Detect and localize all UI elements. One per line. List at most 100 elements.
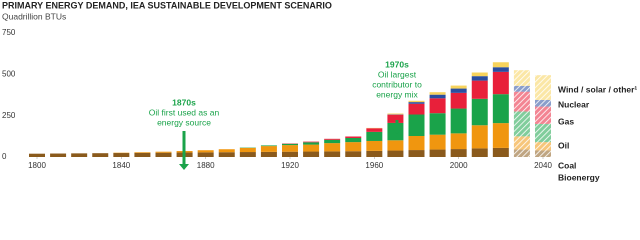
bar-segment [134,152,151,157]
bar-segment [429,113,446,135]
bar-segment [408,136,425,151]
bar-segment [429,134,446,150]
bar-segment [450,88,467,93]
bar-segment [535,142,551,151]
bar-segment [345,137,362,143]
annotation-text: 1970s [385,59,409,69]
bar-segment [471,125,488,149]
bar-segment [535,99,551,107]
legend-label: Bioenergy [558,172,600,182]
bar-segment [366,131,383,141]
annotation-text: Oil first used as an [149,107,220,117]
annotation-text: contributor to [372,79,422,89]
bar-segment [197,150,214,153]
bar-segment [471,80,488,99]
bar-segment [50,153,67,157]
legend-label: Coal [558,160,576,170]
legend-label: Gas [558,116,574,126]
bar-segment [155,152,172,157]
bar-segment [29,153,45,157]
bar-segment [197,152,214,157]
bar-segment [408,100,425,103]
bar-segment [513,70,530,86]
bar-segment [492,123,509,148]
bar-segment [303,151,320,157]
bar-segment [303,141,320,143]
bar-segment [492,67,509,72]
bar-segment [492,147,509,157]
y-tick-label: 250 [2,111,16,120]
bar-segment [324,138,341,140]
annotation-text: 1870s [172,97,196,107]
bar-segment [450,133,467,150]
bar-segment [450,92,467,109]
bar-segment [471,76,488,81]
bar-segment [387,113,404,115]
bar-segment [429,92,446,95]
annotation-text: energy source [157,117,211,127]
bar-segment [366,128,383,132]
x-tick-label: 1800 [28,161,46,170]
bar-segment [471,148,488,157]
bar-segment [113,153,130,157]
annotation-arrowhead [392,128,402,134]
bar-segment [260,146,277,152]
bar-segment [492,94,509,124]
bar-segment [239,152,256,157]
legend-label: Wind / solar / other¹ [558,84,637,94]
bar-segment [513,111,530,137]
y-tick-label: 0 [2,152,7,161]
x-tick-label: 2000 [450,161,468,170]
annotation-text: Oil largest [378,69,417,79]
bar-segment [408,150,425,157]
bar-segment [303,144,320,152]
x-tick-label: 1840 [112,161,130,170]
bar-segment [366,150,383,157]
y-tick-label: 750 [2,28,16,37]
bar-segment [450,108,467,134]
bar-segment [260,145,277,147]
annotation-text: energy mix [376,89,418,99]
x-tick-label: 1960 [365,161,383,170]
bar-segment [387,150,404,157]
bar-segment [513,149,530,157]
bar-segment [324,143,341,152]
x-tick-label: 1880 [197,161,215,170]
chart-subtitle: Quadrillion BTUs [2,11,66,21]
bar-segment [535,150,551,157]
bar-segment [366,140,383,151]
bar-segment [387,140,404,151]
bar-segment [513,136,530,150]
chart-title: PRIMARY ENERGY DEMAND, IEA SUSTAINABLE D… [2,0,332,10]
bar-segment [218,152,235,157]
x-tick-label: 2040 [534,161,552,170]
bar-segment [492,62,509,68]
bar-segment [324,151,341,157]
bar-segment [303,142,320,145]
bar-segment [155,151,172,153]
y-tick-label: 500 [2,69,16,78]
annotation-arrowhead [179,164,189,170]
bar-segment [450,85,467,89]
legend-label: Nuclear [558,99,590,109]
bar-segment [71,153,88,157]
bar-segment [92,153,109,157]
bar-segment [218,149,235,153]
bar-segment [345,142,362,152]
bar-segment [450,149,467,157]
bar-segment [345,151,362,157]
bar-segment [239,147,256,153]
bar-segment [429,98,446,114]
bar-segment [324,139,341,144]
bar-segment [535,106,551,124]
bar-segment [535,75,551,100]
x-tick-label: 1920 [281,161,299,170]
bar-segment [513,85,530,92]
chart: PRIMARY ENERGY DEMAND, IEA SUSTAINABLE D… [2,0,637,182]
legend-label: Oil [558,140,569,150]
bar-segment [408,114,425,137]
bar-segment [535,123,551,143]
bar-segment [471,98,488,126]
bar-segment [492,71,509,95]
bar-segment [387,114,404,123]
